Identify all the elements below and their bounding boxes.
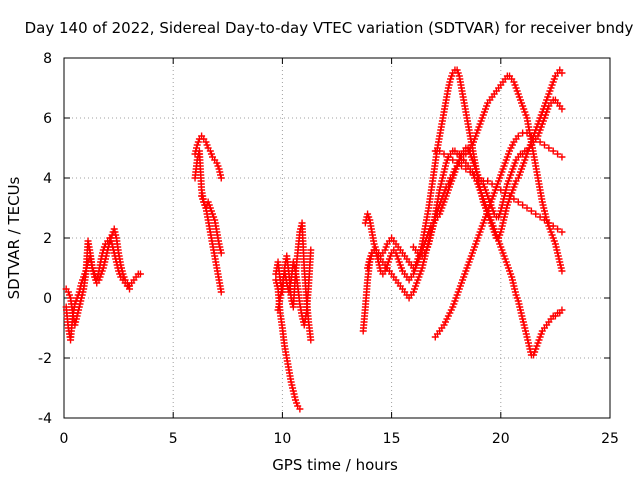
series-12	[431, 147, 566, 236]
data-point	[532, 135, 540, 143]
data-point	[514, 132, 522, 140]
y-axis-title: SDTVAR / TECUs	[5, 176, 23, 299]
data-point	[523, 204, 531, 212]
data-point	[440, 150, 448, 158]
x-tick-label: 5	[169, 431, 178, 447]
data-point	[501, 189, 509, 197]
data-point	[217, 249, 225, 257]
data-point	[217, 288, 225, 296]
data-point	[558, 228, 566, 236]
x-tick-label: 0	[60, 431, 69, 447]
data-point	[532, 210, 540, 218]
data-point	[506, 192, 514, 200]
data-marks	[62, 66, 566, 413]
data-point	[558, 267, 566, 275]
data-point	[558, 105, 566, 113]
data-point	[307, 336, 315, 344]
tick-labels: 0 5 10 15 20 25 -4 -2 0 2 4 6 8	[38, 51, 619, 447]
data-point	[527, 207, 535, 215]
data-point	[549, 222, 557, 230]
data-point	[217, 174, 225, 182]
data-point	[549, 147, 557, 155]
data-point	[466, 168, 474, 176]
data-point	[540, 216, 548, 224]
data-point	[126, 285, 134, 293]
data-point	[558, 306, 566, 314]
x-axis-title: GPS time / hours	[272, 456, 398, 474]
x-tick-label: 25	[601, 431, 619, 447]
data-point	[514, 198, 522, 206]
series-13	[431, 129, 566, 341]
series-1	[62, 225, 134, 329]
data-point	[510, 195, 518, 203]
data-point	[307, 246, 315, 254]
data-point	[558, 153, 566, 161]
data-point	[536, 213, 544, 221]
y-tick-label: -2	[38, 351, 52, 367]
data-point	[519, 201, 527, 209]
data-point	[527, 132, 535, 140]
y-tick-label: 8	[43, 51, 52, 67]
data-point	[471, 171, 479, 179]
y-tick-label: 2	[43, 231, 52, 247]
data-point	[475, 174, 483, 182]
data-point	[558, 69, 566, 77]
x-tick-label: 20	[492, 431, 510, 447]
data-point	[554, 225, 562, 233]
data-point	[462, 165, 470, 173]
x-tick-label: 10	[273, 431, 291, 447]
x-tick-label: 15	[383, 431, 401, 447]
plot-frame	[63, 57, 611, 419]
data-point	[545, 219, 553, 227]
y-tick-label: 4	[43, 171, 52, 187]
data-point	[545, 144, 553, 152]
chart-title: Day 140 of 2022, Sidereal Day-to-day VTE…	[25, 19, 634, 37]
y-tick-label: 0	[43, 291, 52, 307]
data-point	[540, 141, 548, 149]
data-point	[449, 156, 457, 164]
data-point	[554, 150, 562, 158]
y-tick-label: 6	[43, 111, 52, 127]
series-7	[274, 246, 315, 329]
y-tick-label: -4	[38, 411, 52, 427]
data-point	[484, 177, 492, 185]
data-point	[444, 153, 452, 161]
series-4	[198, 192, 225, 296]
data-point	[296, 405, 304, 413]
data-point	[453, 159, 461, 167]
data-point	[436, 147, 444, 155]
data-point	[136, 270, 144, 278]
data-point	[536, 138, 544, 146]
data-point	[457, 162, 465, 170]
series-3	[191, 147, 225, 257]
data-point	[523, 129, 531, 137]
